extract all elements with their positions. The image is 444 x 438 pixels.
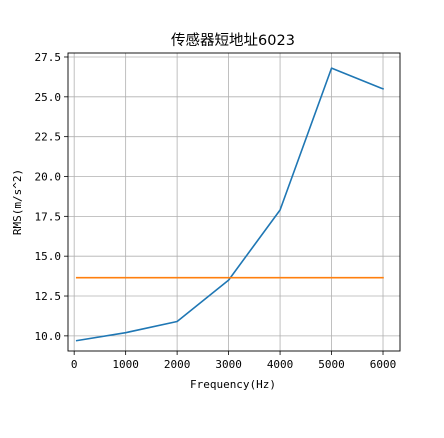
series-lines bbox=[75, 67, 385, 342]
x-tick-label: 6000 bbox=[370, 358, 397, 371]
y-tick-label: 10.0 bbox=[35, 330, 62, 343]
x-tick-label: 0 bbox=[71, 358, 78, 371]
axis-ticks: 0 1000 2000 3000 4000 5000 6000 10.0 12.5 15.0 17.… bbox=[35, 51, 397, 371]
y-tick-label: 15.0 bbox=[35, 250, 62, 263]
x-tick-label: 5000 bbox=[318, 358, 345, 371]
y-tick-label: 22.5 bbox=[35, 131, 62, 144]
rms-series-line bbox=[75, 67, 385, 342]
x-tick-label: 3000 bbox=[215, 358, 242, 371]
y-axis-label: RMS(m/s^2) bbox=[11, 169, 24, 235]
y-tick-label: 12.5 bbox=[35, 290, 62, 303]
y-tick-label: 17.5 bbox=[35, 210, 62, 223]
grid-lines bbox=[68, 53, 400, 351]
x-tick-label: 1000 bbox=[112, 358, 139, 371]
y-tick-label: 27.5 bbox=[35, 51, 62, 64]
x-tick-label: 4000 bbox=[267, 358, 294, 371]
chart-title: 传感器短地址6023 bbox=[171, 32, 295, 49]
plot-area-frame bbox=[67, 52, 401, 352]
x-axis-label: Frequency(Hz) bbox=[190, 378, 276, 391]
y-tick-label: 20.0 bbox=[35, 171, 62, 184]
y-tick-label: 25.0 bbox=[35, 91, 62, 104]
x-tick-label: 2000 bbox=[164, 358, 191, 371]
